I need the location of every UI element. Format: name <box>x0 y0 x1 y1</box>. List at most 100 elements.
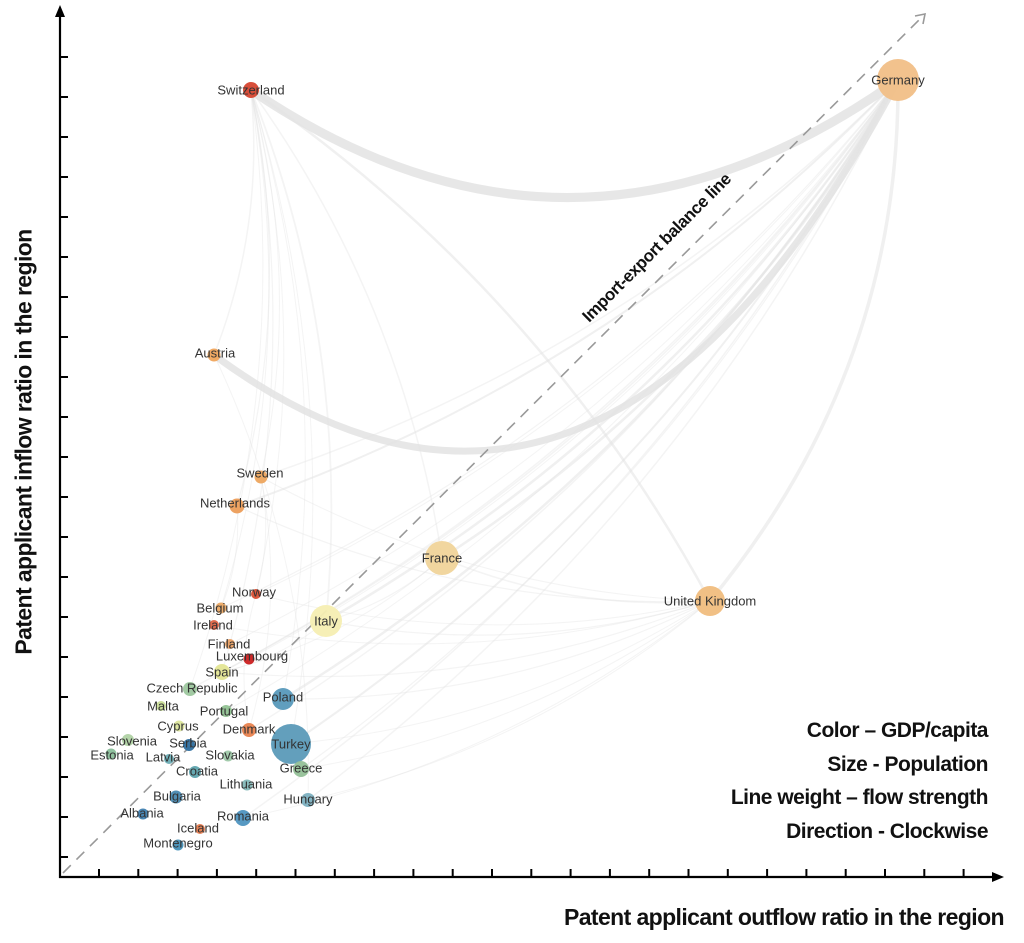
flow-line <box>281 78 900 701</box>
country-bubble-hungary[interactable] <box>301 793 315 807</box>
flow-line <box>255 79 899 595</box>
country-bubble-poland[interactable] <box>272 688 294 710</box>
country-label-united-kingdom: United Kingdom <box>664 594 757 609</box>
country-bubble-finland[interactable] <box>225 639 235 649</box>
country-bubble-sweden[interactable] <box>254 470 268 484</box>
y-axis-label: Patent applicant inflow ratio in the reg… <box>10 229 37 655</box>
country-label-lithuania: Lithuania <box>220 777 274 792</box>
country-label-slovakia: Slovakia <box>205 748 255 763</box>
country-bubble-germany[interactable] <box>877 59 919 101</box>
flow-line <box>250 89 314 745</box>
country-bubble-slovakia[interactable] <box>222 750 234 762</box>
country-label-estonia: Estonia <box>90 748 134 763</box>
country-label-bulgaria: Bulgaria <box>153 789 201 804</box>
country-label-sweden: Sweden <box>237 466 284 481</box>
flow-line <box>250 89 443 559</box>
flow-line <box>324 78 900 623</box>
country-bubble-turkey[interactable] <box>271 724 311 764</box>
country-bubble-cyprus[interactable] <box>173 720 185 732</box>
legend-line-direction: Direction - Clockwise <box>786 819 988 843</box>
country-bubble-estonia[interactable] <box>105 748 117 760</box>
country-label-croatia: Croatia <box>176 764 219 779</box>
flow-line <box>300 600 711 770</box>
x-axis-label: Patent applicant outflow ratio in the re… <box>563 904 1005 930</box>
country-bubble-czech-republic[interactable] <box>183 682 197 696</box>
country-bubble-serbia[interactable] <box>183 739 195 751</box>
country-bubble-ireland[interactable] <box>209 620 219 630</box>
country-label-latvia: Latvia <box>146 750 181 765</box>
country-label-greece: Greece <box>280 761 323 776</box>
country-bubble-montenegro[interactable] <box>172 839 184 851</box>
flow-line <box>250 89 306 700</box>
country-bubble-lithuania[interactable] <box>241 779 253 791</box>
flow-line <box>307 600 711 801</box>
flow-line <box>708 78 900 603</box>
country-bubble-luxembourg[interactable] <box>243 653 255 665</box>
flow-line <box>242 600 711 819</box>
country-label-slovenia: Slovenia <box>107 734 158 749</box>
country-label-germany: Germany <box>871 73 925 88</box>
flow-line <box>221 79 899 673</box>
country-bubble-croatia[interactable] <box>189 766 201 778</box>
country-label-iceland: Iceland <box>177 821 219 836</box>
flow-line <box>250 89 280 478</box>
country-label-czech-republic: Czech Republic <box>146 681 238 696</box>
flow-line <box>260 476 711 602</box>
flow-line <box>236 79 899 507</box>
country-bubble-malta[interactable] <box>156 701 166 711</box>
country-bubble-france[interactable] <box>425 541 459 575</box>
country-bubble-italy[interactable] <box>310 605 342 637</box>
flow-line <box>229 79 899 645</box>
flow-line <box>221 600 711 678</box>
country-bubble-greece[interactable] <box>293 761 309 777</box>
country-bubble-belgium[interactable] <box>215 602 227 614</box>
country-bubble-spain[interactable] <box>214 664 230 680</box>
flow-line <box>282 600 711 700</box>
country-bubble-switzerland[interactable] <box>243 82 259 98</box>
country-bubble-latvia[interactable] <box>164 754 174 764</box>
country-label-albania: Albania <box>120 806 164 821</box>
flow-line <box>220 89 270 609</box>
flow-line <box>300 79 899 770</box>
country-bubble-romania[interactable] <box>235 810 251 826</box>
flow-line <box>213 89 255 356</box>
country-bubble-denmark[interactable] <box>242 723 256 737</box>
country-label-belgium: Belgium <box>197 601 244 616</box>
country-label-poland: Poland <box>263 690 303 705</box>
flow-line <box>242 79 899 819</box>
flow-line <box>236 505 711 603</box>
country-bubble-netherlands[interactable] <box>229 498 245 514</box>
country-label-hungary: Hungary <box>283 792 333 807</box>
country-label-austria: Austria <box>195 346 236 361</box>
country-bubble-united-kingdom[interactable] <box>695 586 725 616</box>
flow-line <box>248 79 899 731</box>
country-label-spain: Spain <box>205 665 238 680</box>
legend-line-color: Color – GDP/capita <box>806 719 989 742</box>
country-bubble-portugal[interactable] <box>220 705 232 717</box>
country-label-cyprus: Cyprus <box>157 719 199 734</box>
flow-line <box>236 89 271 507</box>
country-bubble-slovenia[interactable] <box>122 734 134 746</box>
country-bubble-bulgaria[interactable] <box>169 790 183 804</box>
flow-line <box>307 79 899 801</box>
country-label-france: France <box>422 551 462 566</box>
country-label-luxembourg: Luxembourg <box>216 649 288 664</box>
country-bubble-norway[interactable] <box>251 589 261 599</box>
x-axis-arrow-icon <box>992 872 1004 882</box>
country-bubble-iceland[interactable] <box>195 824 205 834</box>
country-label-italy: Italy <box>314 614 338 629</box>
flow-line <box>250 89 333 622</box>
flow-line <box>325 600 711 636</box>
country-label-romania: Romania <box>217 809 270 824</box>
country-label-malta: Malta <box>147 699 180 714</box>
flow-line <box>250 89 285 595</box>
country-label-turkey: Turkey <box>271 737 311 752</box>
flow-line <box>248 79 899 660</box>
balance-line <box>62 13 926 874</box>
country-bubble-albania[interactable] <box>137 808 149 820</box>
flow-line <box>290 600 711 745</box>
flow-line <box>221 89 274 673</box>
balance-line-arrowhead <box>914 12 927 25</box>
flow-line <box>260 79 899 478</box>
country-bubble-austria[interactable] <box>207 348 221 362</box>
